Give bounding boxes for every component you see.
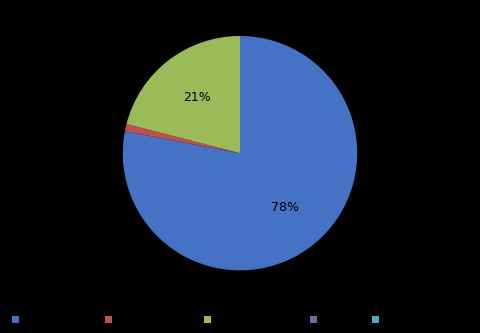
Text: 78%: 78% [271,201,299,214]
Text: 21%: 21% [183,91,211,104]
Wedge shape [123,36,357,270]
Wedge shape [125,124,240,153]
Legend: Wages & Salaries, Employee Benefits, Operating Expenses, Safety Net, Grants & Su: Wages & Salaries, Employee Benefits, Ope… [8,312,472,328]
Wedge shape [126,36,240,153]
